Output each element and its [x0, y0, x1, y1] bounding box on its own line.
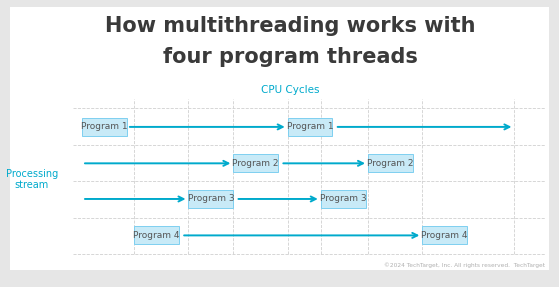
- FancyBboxPatch shape: [188, 190, 233, 208]
- Text: How multithreading works with: How multithreading works with: [106, 16, 476, 36]
- Text: Program 3: Program 3: [187, 195, 234, 203]
- FancyBboxPatch shape: [82, 118, 127, 136]
- Text: Program 4: Program 4: [133, 231, 180, 240]
- FancyBboxPatch shape: [422, 226, 467, 244]
- Text: Program 2: Program 2: [233, 159, 279, 168]
- Text: Program 1: Program 1: [287, 123, 333, 131]
- Text: four program threads: four program threads: [163, 47, 418, 67]
- Text: Processing
stream: Processing stream: [6, 168, 58, 190]
- FancyBboxPatch shape: [134, 226, 179, 244]
- FancyBboxPatch shape: [368, 154, 413, 172]
- Text: Program 1: Program 1: [81, 123, 128, 131]
- Text: CPU Cycles: CPU Cycles: [262, 86, 320, 95]
- Text: ©2024 TechTarget, Inc. All rights reserved.  TechTarget: ©2024 TechTarget, Inc. All rights reserv…: [384, 263, 545, 268]
- Text: Program 3: Program 3: [320, 195, 366, 203]
- FancyBboxPatch shape: [321, 190, 366, 208]
- FancyBboxPatch shape: [233, 154, 278, 172]
- Text: Program 4: Program 4: [421, 231, 468, 240]
- FancyBboxPatch shape: [10, 7, 549, 270]
- FancyBboxPatch shape: [287, 118, 333, 136]
- Text: Program 2: Program 2: [367, 159, 414, 168]
